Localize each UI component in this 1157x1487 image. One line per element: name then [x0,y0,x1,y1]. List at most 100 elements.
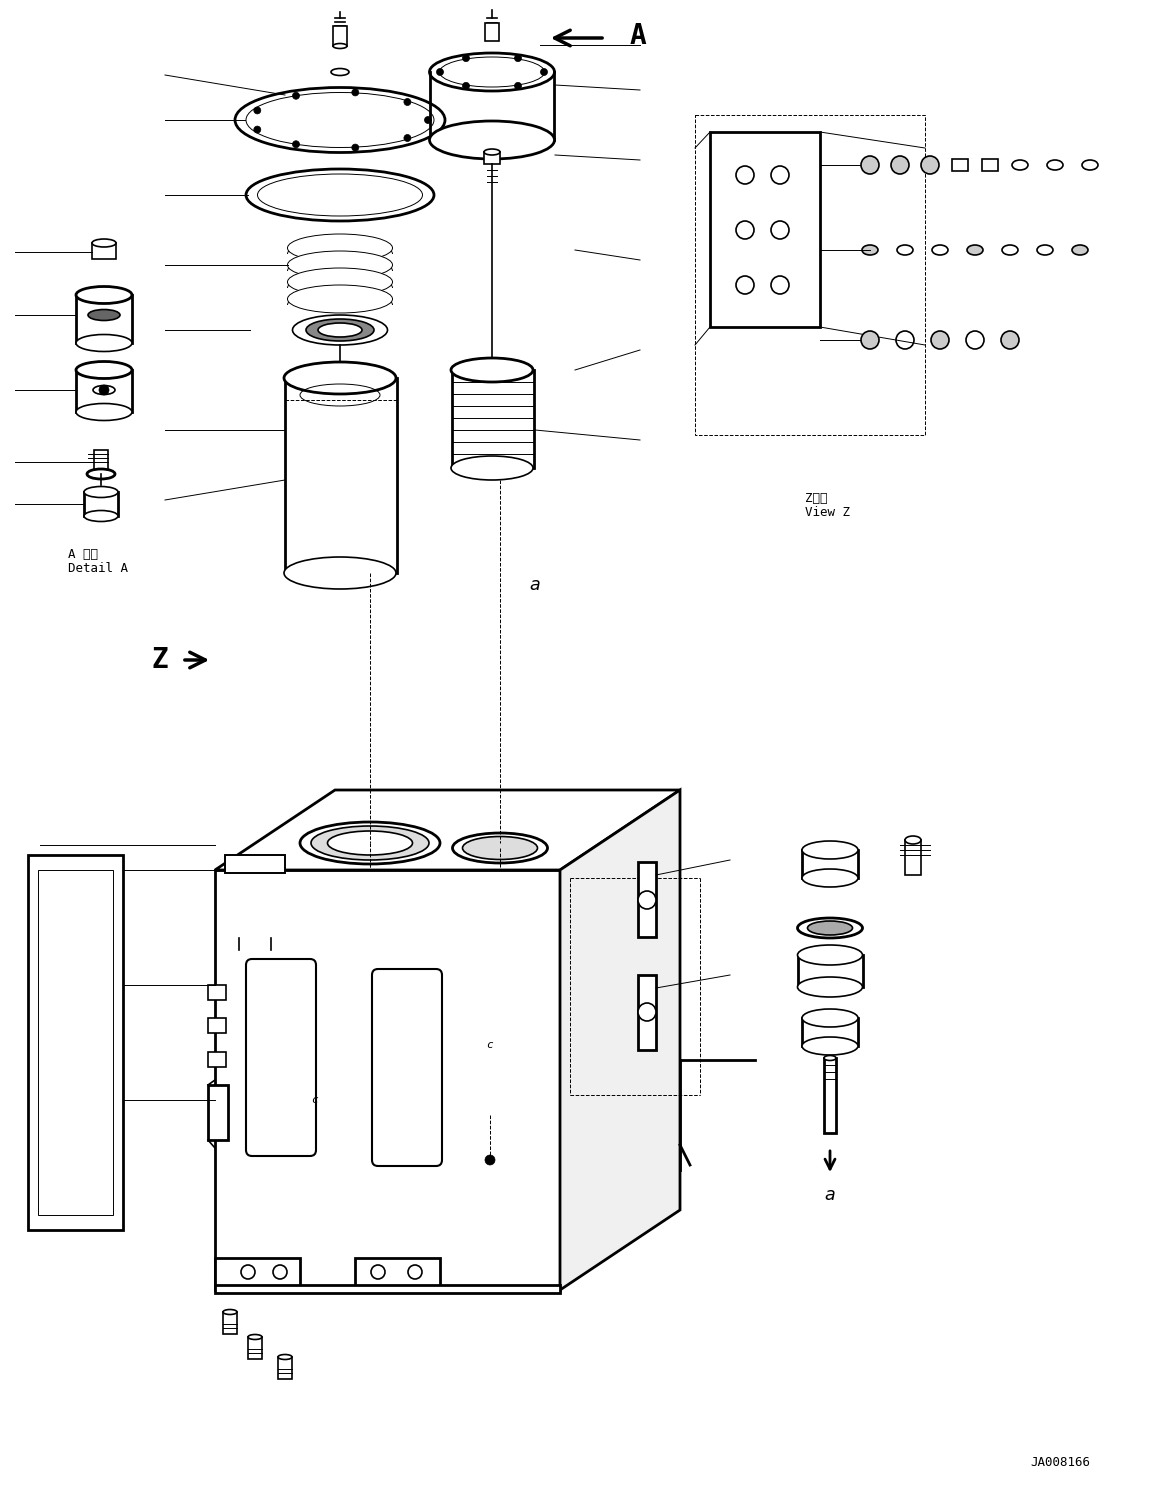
Circle shape [515,55,522,61]
Bar [278,1358,292,1378]
Ellipse shape [333,43,347,49]
Ellipse shape [287,233,392,262]
Circle shape [540,68,547,76]
Ellipse shape [76,287,132,303]
Circle shape [293,141,300,147]
Ellipse shape [293,315,388,345]
Circle shape [891,156,909,174]
Ellipse shape [484,149,500,155]
Text: JA008166: JA008166 [1030,1456,1090,1469]
Ellipse shape [1073,245,1088,254]
Circle shape [352,144,359,152]
Bar [84,492,118,516]
Bar [952,159,968,171]
Bar [802,851,858,877]
Bar [94,451,108,474]
Circle shape [436,68,443,76]
Ellipse shape [429,120,554,159]
FancyBboxPatch shape [246,959,316,1155]
Text: View Z: View Z [805,506,850,519]
Ellipse shape [76,335,132,351]
Bar [710,132,820,327]
Circle shape [253,107,260,114]
Polygon shape [215,790,680,870]
Polygon shape [215,870,560,1291]
Text: a: a [530,575,540,593]
Circle shape [463,55,470,61]
Ellipse shape [235,88,445,153]
Text: c: c [311,1094,318,1105]
Bar [223,1312,237,1334]
Ellipse shape [246,170,434,222]
Ellipse shape [305,320,374,341]
Bar [76,370,132,412]
Bar [484,152,500,164]
Bar [485,22,499,42]
Bar [215,1285,560,1294]
Ellipse shape [93,239,116,247]
Bar [905,840,921,874]
Ellipse shape [862,245,878,254]
Circle shape [638,1004,656,1022]
Ellipse shape [452,833,547,862]
Ellipse shape [1047,161,1063,170]
Bar [638,975,656,1050]
Bar [355,1258,440,1291]
Ellipse shape [287,251,392,280]
Ellipse shape [278,1355,292,1359]
Bar [215,1258,300,1291]
Bar [93,242,116,259]
Circle shape [100,385,109,396]
Ellipse shape [463,837,538,859]
Ellipse shape [87,468,115,479]
Ellipse shape [802,868,858,888]
Bar [208,1086,228,1141]
Ellipse shape [336,367,345,375]
Bar [208,1051,226,1068]
Bar [248,1337,261,1359]
Circle shape [861,332,879,349]
Ellipse shape [824,1056,837,1060]
Ellipse shape [283,558,396,589]
Text: c: c [487,1039,493,1050]
Ellipse shape [300,822,440,864]
Ellipse shape [451,358,533,382]
Ellipse shape [76,361,132,379]
Ellipse shape [802,1010,858,1028]
Circle shape [1001,332,1019,349]
Bar [28,855,123,1230]
Text: Detail A: Detail A [68,562,128,575]
Circle shape [861,156,879,174]
Ellipse shape [311,825,429,859]
Ellipse shape [451,457,533,480]
Circle shape [352,89,359,97]
Circle shape [515,82,522,89]
Ellipse shape [797,946,862,965]
Ellipse shape [967,245,983,254]
Ellipse shape [429,54,554,91]
Ellipse shape [248,1334,261,1340]
Text: Z: Z [152,645,168,674]
Bar [208,984,226,999]
Bar [982,159,998,171]
Ellipse shape [905,836,921,845]
Text: Z　視: Z 視 [805,492,827,504]
Circle shape [253,126,260,132]
Ellipse shape [283,361,396,394]
Text: a: a [825,1187,835,1204]
Circle shape [931,332,949,349]
Bar [452,370,535,468]
Bar [224,855,285,873]
Ellipse shape [88,309,120,321]
Circle shape [485,1155,495,1164]
Ellipse shape [1012,161,1029,170]
Ellipse shape [287,268,392,296]
Text: A: A [631,22,647,51]
Circle shape [404,98,411,106]
FancyBboxPatch shape [373,970,442,1166]
Bar [824,1057,837,1133]
Circle shape [293,92,300,100]
Ellipse shape [287,286,392,312]
Ellipse shape [223,1310,237,1315]
Ellipse shape [802,1036,858,1054]
